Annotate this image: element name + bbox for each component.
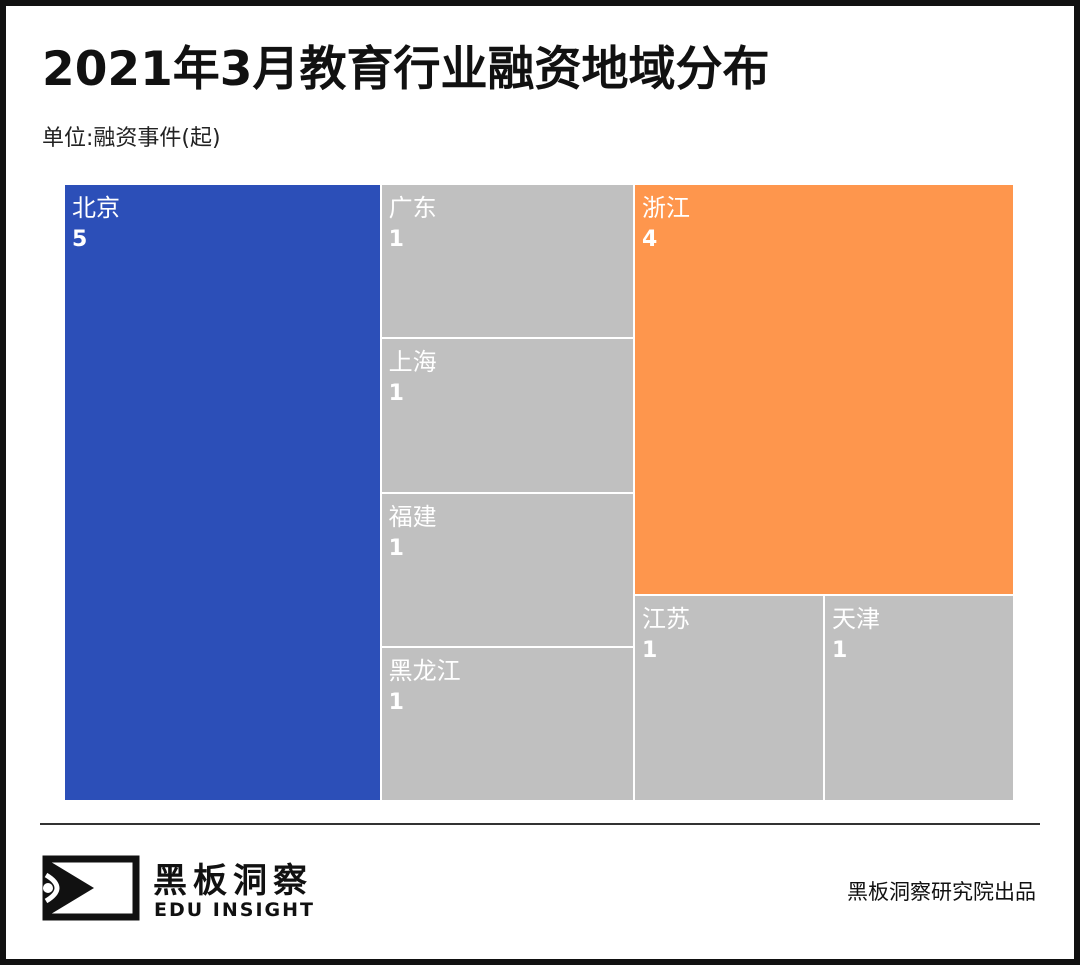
treemap-cell-label: 北京	[72, 194, 120, 222]
treemap-cell-value: 1	[388, 381, 404, 407]
logo-english-name: EDU INSIGHT	[154, 899, 315, 921]
treemap-cell-1: 广东 1	[381, 185, 635, 340]
treemap-cell-6: 江苏 1	[635, 596, 825, 802]
treemap-cell-value: 4	[642, 227, 658, 252]
treemap-cell-2: 上海 1	[381, 339, 635, 494]
treemap-chart: 北京 5 广东 1 上海 1 福建 1 黑龙江 1 浙江 4 江苏 1 天津 1	[65, 185, 1015, 802]
edu-insight-logo-icon	[42, 855, 140, 921]
treemap-cell-label: 福建	[388, 502, 437, 531]
chart-title: 2021年3月教育行业融资地域分布	[42, 42, 770, 97]
footer-divider	[40, 823, 1040, 825]
treemap-cell-5: 浙江 4	[635, 185, 1015, 597]
treemap-cell-value: 1	[388, 535, 404, 561]
treemap-cell-label: 天津	[832, 605, 880, 634]
treemap-cell-label: 江苏	[642, 605, 690, 634]
treemap-cell-3: 福建 1	[381, 493, 635, 648]
source-credit: 黑板洞察研究院出品	[847, 880, 1036, 904]
treemap-cell-label: 广东	[388, 194, 437, 222]
chart-unit-label: 单位:融资事件(起)	[42, 126, 221, 151]
treemap-cell-value: 1	[388, 689, 404, 715]
treemap-cell-value: 1	[642, 638, 658, 664]
treemap-cell-value: 1	[832, 638, 848, 664]
treemap-cell-label: 黑龙江	[388, 656, 461, 685]
treemap-cell-0: 北京 5	[65, 185, 382, 802]
treemap-cell-value: 5	[72, 227, 88, 252]
treemap-cell-value: 1	[388, 227, 404, 252]
treemap-cell-label: 上海	[388, 348, 437, 377]
treemap-cell-label: 浙江	[642, 194, 690, 222]
treemap-cell-7: 天津 1	[825, 596, 1015, 802]
treemap-cell-4: 黑龙江 1	[381, 647, 635, 802]
logo-chinese-name: 黑板洞察	[153, 861, 313, 901]
